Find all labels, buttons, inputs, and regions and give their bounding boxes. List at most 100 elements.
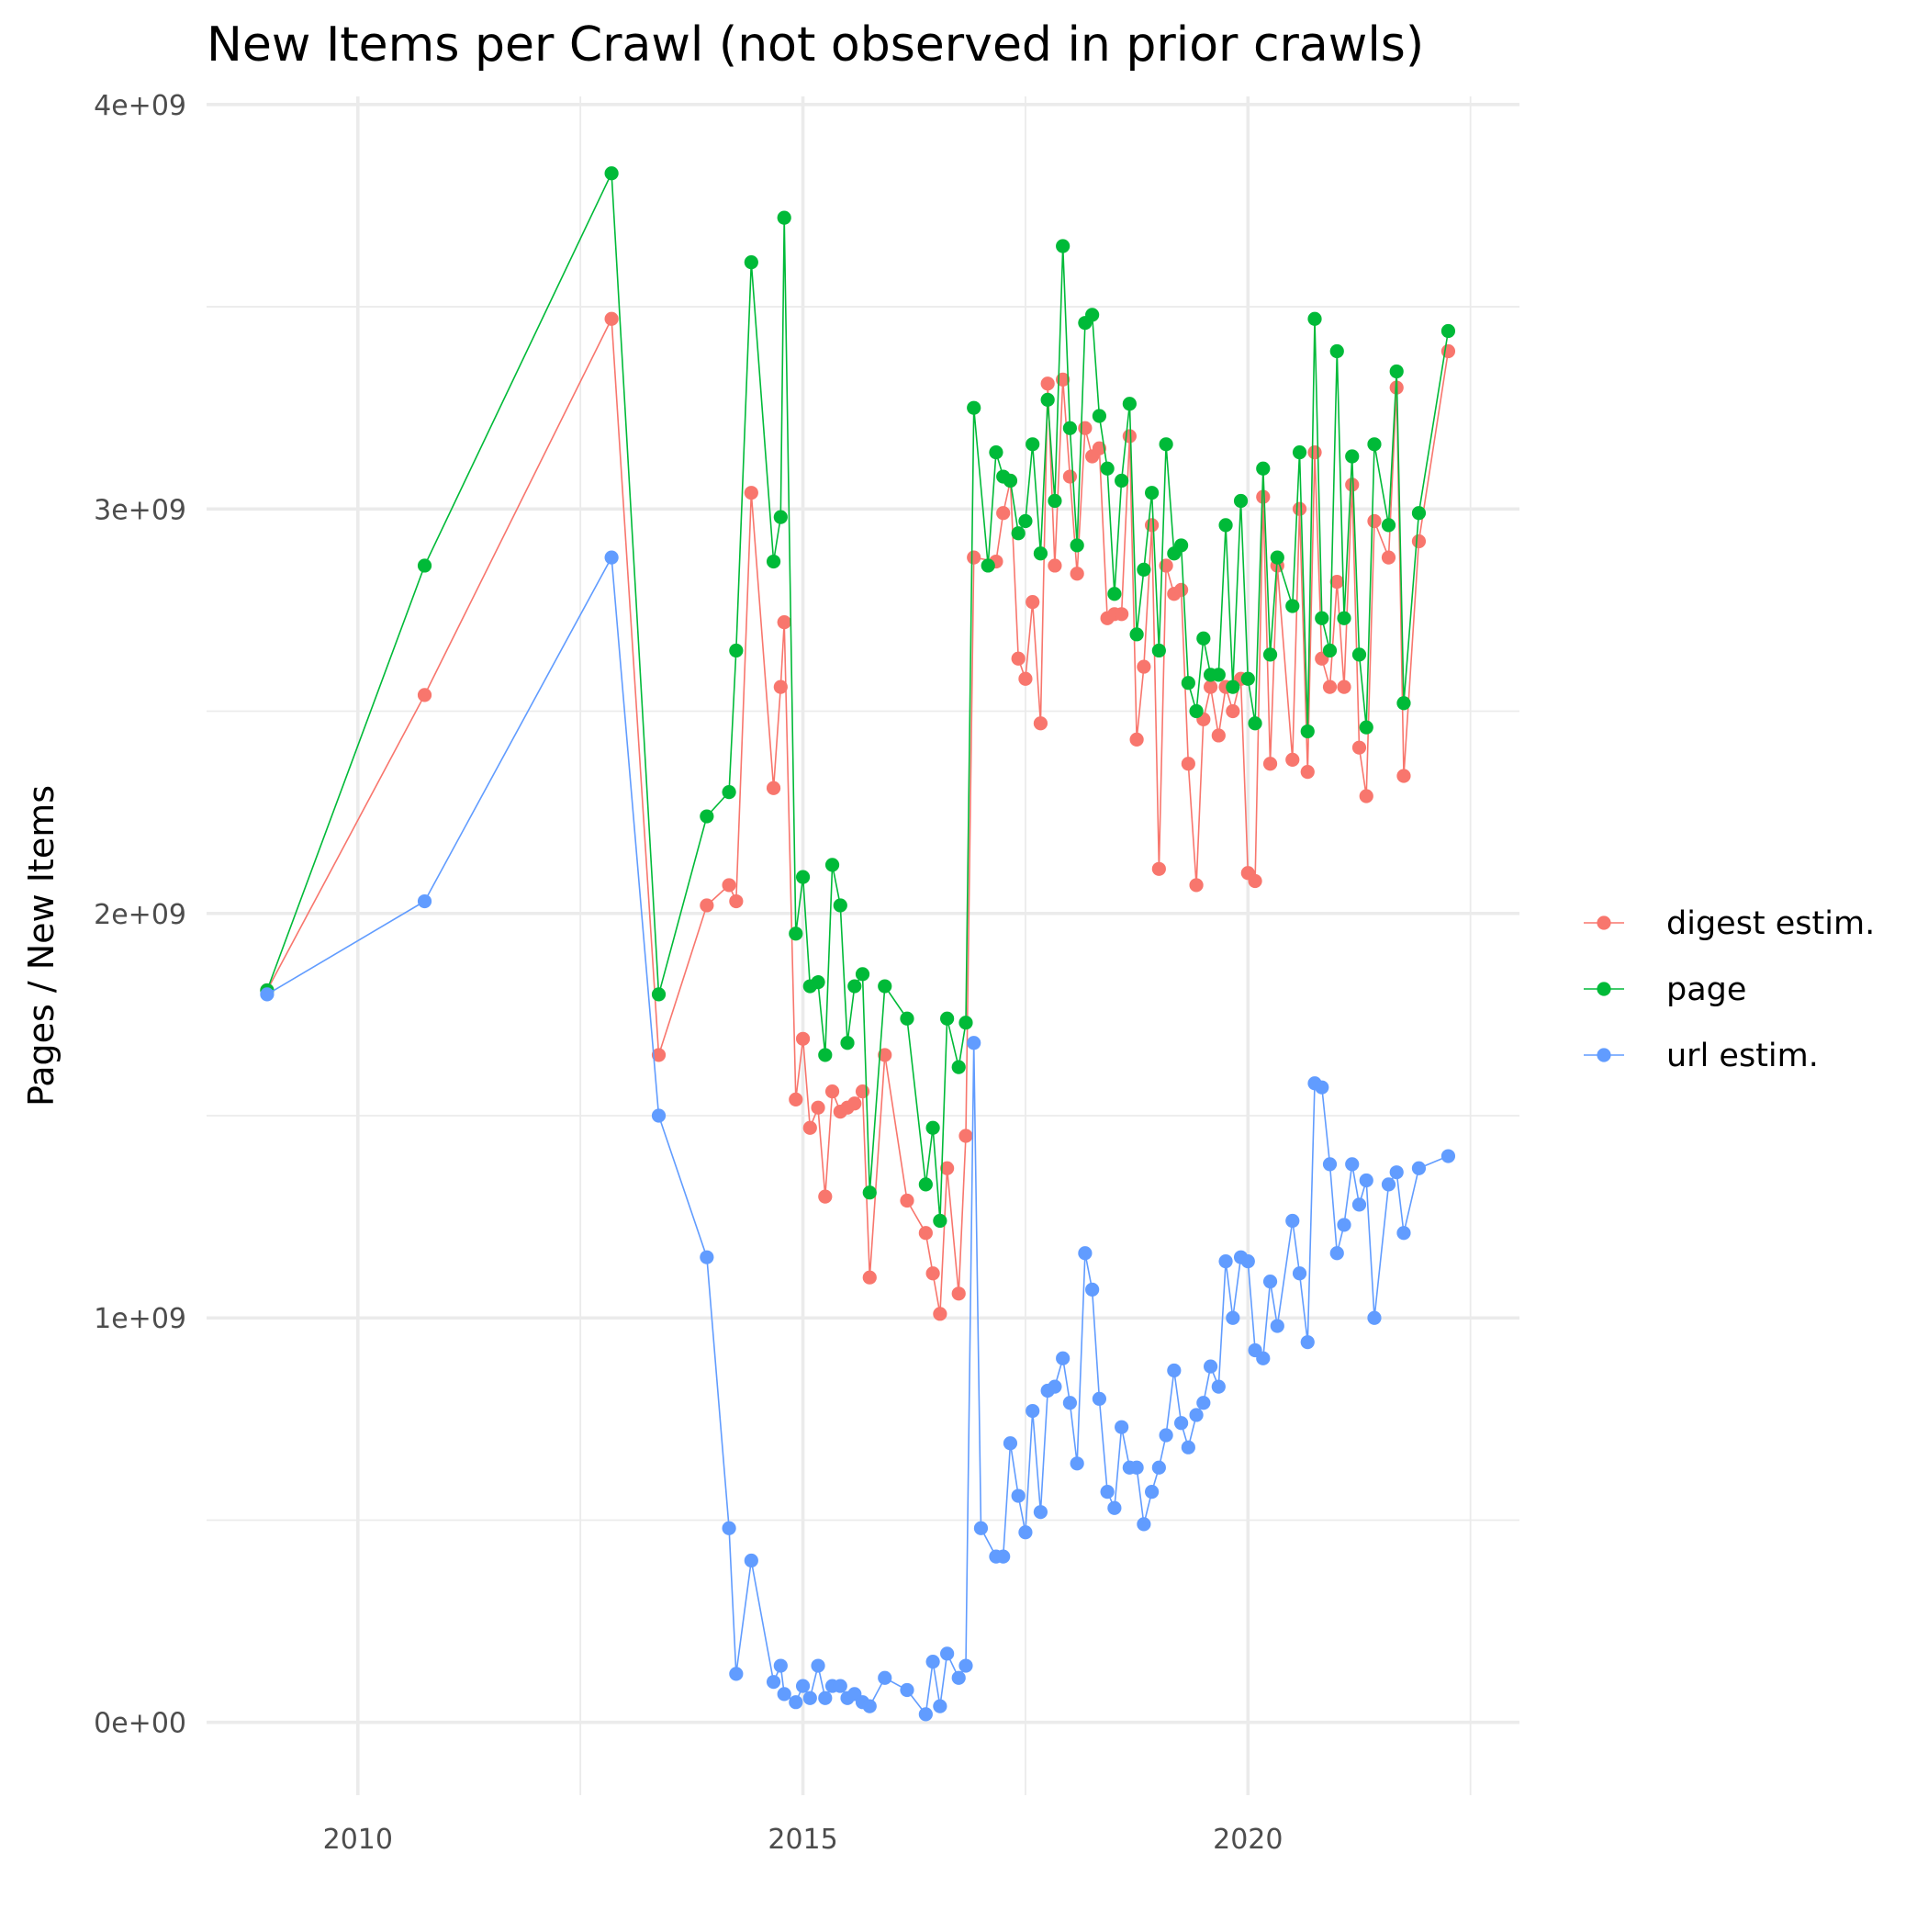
data-point-digest-estim (1285, 752, 1300, 767)
data-point-page (1159, 437, 1173, 452)
data-point-page (1173, 538, 1189, 553)
data-point-page (1062, 421, 1078, 435)
data-point-url-estim (802, 1690, 817, 1705)
data-point-page (1107, 587, 1122, 601)
data-point-url-estim (1270, 1319, 1284, 1333)
data-point-digest-estim (933, 1307, 947, 1321)
data-point-digest-estim (1322, 680, 1338, 694)
data-point-digest-estim (651, 1048, 667, 1062)
data-point-url-estim (1173, 1416, 1189, 1431)
data-point-page (951, 1060, 966, 1074)
y-tick-label: 1e+09 (94, 1303, 186, 1335)
data-point-url-estim (1056, 1351, 1070, 1365)
data-point-digest-estim (1345, 477, 1360, 492)
data-point-url-estim (1033, 1505, 1048, 1520)
data-point-page (1292, 445, 1307, 460)
data-point-page (958, 1016, 973, 1030)
data-point-digest-estim (1062, 469, 1078, 484)
data-point-digest-estim (862, 1270, 877, 1285)
data-point-digest-estim (802, 1120, 817, 1135)
data-point-page (651, 987, 667, 1002)
y-tick-label: 2e+09 (94, 899, 186, 931)
data-point-url-estim (1240, 1253, 1255, 1269)
series-layer (260, 166, 1456, 1722)
data-point-url-estim (722, 1521, 736, 1535)
x-tick-label: 2015 (768, 1824, 837, 1856)
data-point-url-estim (940, 1646, 955, 1661)
data-point-page (900, 1011, 914, 1026)
data-point-page (1145, 486, 1160, 500)
data-point-url-estim (1196, 1396, 1211, 1410)
y-tick-label: 3e+09 (94, 494, 186, 526)
data-point-url-estim (1315, 1080, 1329, 1095)
data-point-page (824, 858, 840, 872)
data-point-url-estim (773, 1658, 788, 1673)
data-point-url-estim (651, 1108, 667, 1123)
data-point-page (1351, 647, 1367, 662)
legend-label: url estim. (1666, 1038, 1819, 1074)
data-point-digest-estim (795, 1031, 811, 1046)
data-point-page (1137, 562, 1151, 577)
data-point-digest-estim (1396, 769, 1411, 783)
data-point-url-estim (260, 987, 275, 1002)
data-point-digest-estim (1145, 518, 1160, 533)
data-point-url-estim (1285, 1213, 1300, 1229)
data-point-digest-estim (958, 1129, 973, 1143)
legend-item-url-estim: url estim. (1584, 1038, 1819, 1074)
data-point-url-estim (1129, 1460, 1144, 1475)
legend: digest estim. page url estim. (1584, 905, 1875, 1074)
x-tick-label: 2010 (323, 1824, 393, 1856)
data-point-page (981, 558, 995, 573)
data-point-url-estim (967, 1036, 981, 1050)
data-point-page (811, 975, 825, 990)
data-point-digest-estim (729, 893, 744, 909)
data-point-url-estim (1292, 1266, 1307, 1281)
data-point-url-estim (417, 893, 432, 909)
data-point-page (1329, 343, 1344, 359)
data-point-digest-estim (824, 1084, 840, 1099)
data-point-page (1345, 449, 1360, 464)
data-point-url-estim (933, 1699, 947, 1713)
data-point-url-estim (1329, 1246, 1344, 1261)
data-point-page (1322, 643, 1338, 658)
data-point-url-estim (1181, 1440, 1195, 1455)
data-point-url-estim (1167, 1363, 1182, 1378)
data-point-page (1129, 627, 1144, 642)
series-line-url-estim (266, 555, 1449, 1716)
data-point-digest-estim (1440, 343, 1456, 359)
data-point-page (989, 445, 1003, 460)
data-point-url-estim (777, 1687, 791, 1702)
data-point-digest-estim (1092, 441, 1106, 455)
data-point-url-estim (1107, 1500, 1122, 1515)
data-point-page (1389, 364, 1404, 379)
data-point-page (1070, 538, 1084, 553)
data-point-digest-estim (1151, 861, 1166, 876)
data-point-url-estim (1092, 1391, 1106, 1406)
data-point-url-estim (1018, 1525, 1033, 1540)
data-point-digest-estim (789, 1092, 803, 1106)
data-point-page (1196, 631, 1211, 646)
data-point-page (789, 927, 803, 941)
y-tick-label: 0e+00 (94, 1708, 186, 1740)
data-point-digest-estim (1367, 513, 1382, 529)
data-point-url-estim (1062, 1396, 1078, 1410)
legend-key-point (1597, 982, 1611, 996)
data-point-url-estim (1367, 1310, 1382, 1325)
data-point-page (1307, 311, 1322, 326)
data-point-digest-estim (722, 878, 736, 893)
data-point-page (878, 979, 892, 994)
data-point-digest-estim (1048, 558, 1062, 573)
legend-item-digest-estim: digest estim. (1584, 905, 1875, 942)
data-point-digest-estim (1026, 594, 1040, 610)
data-point-page (1315, 611, 1329, 625)
data-point-digest-estim (417, 688, 432, 702)
data-point-digest-estim (925, 1266, 940, 1281)
data-point-page (795, 870, 811, 884)
data-point-page (967, 400, 981, 415)
data-point-page (1337, 611, 1351, 625)
data-point-digest-estim (1262, 757, 1278, 771)
data-point-url-estim (604, 550, 619, 565)
data-point-digest-estim (878, 1048, 892, 1062)
data-point-url-estim (1322, 1157, 1338, 1172)
